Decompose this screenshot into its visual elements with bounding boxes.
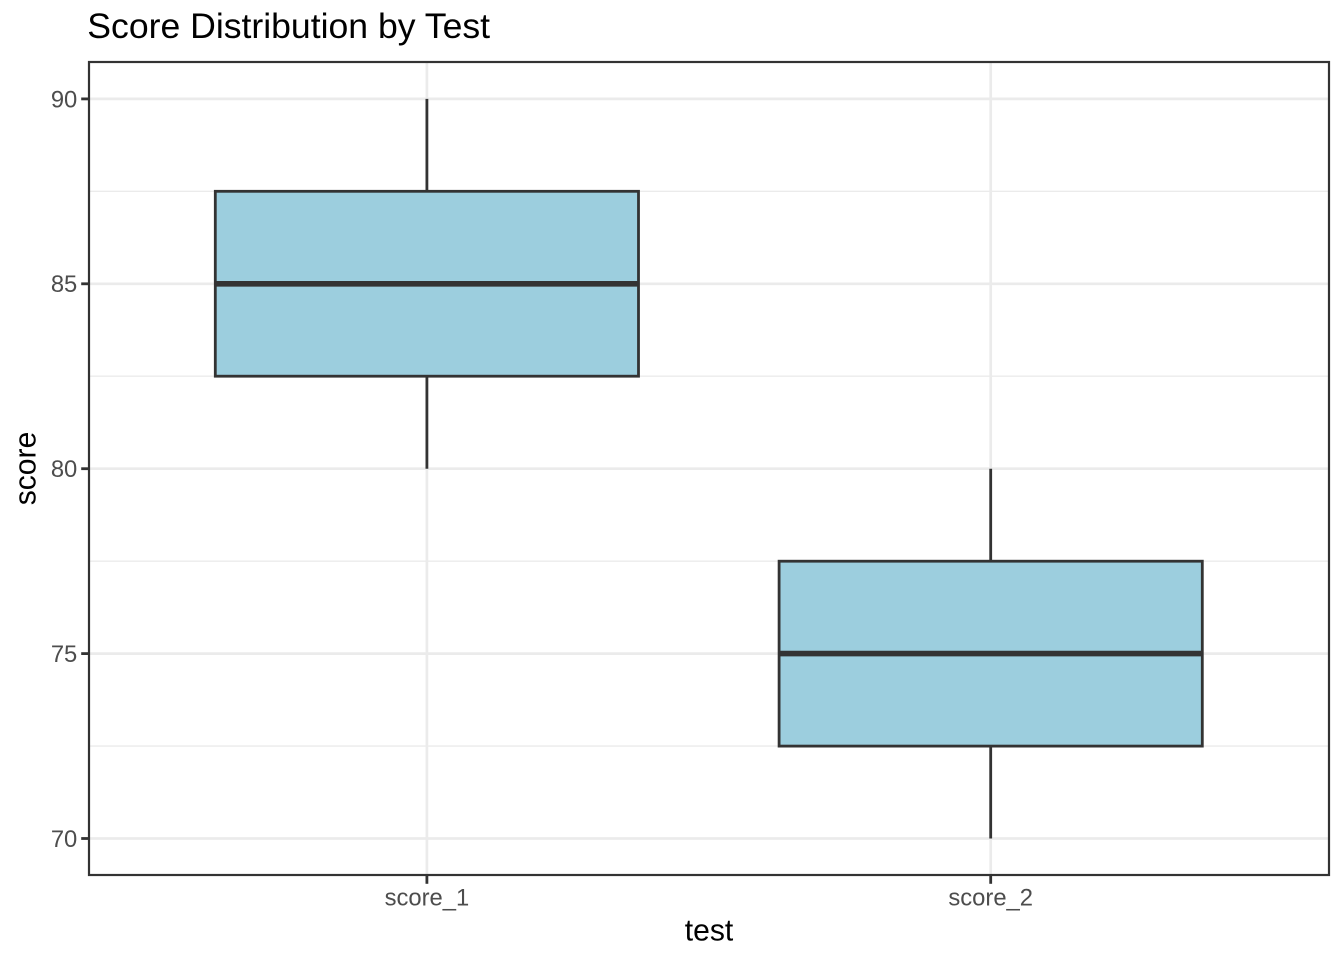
svg-text:score: score — [9, 432, 42, 506]
svg-text:score_2: score_2 — [948, 885, 1033, 912]
svg-text:70: 70 — [51, 826, 77, 853]
svg-text:test: test — [685, 915, 734, 948]
svg-text:Score Distribution by Test: Score Distribution by Test — [87, 6, 490, 46]
svg-text:75: 75 — [51, 641, 77, 668]
svg-text:90: 90 — [51, 86, 77, 113]
svg-text:85: 85 — [51, 271, 77, 298]
svg-text:80: 80 — [51, 456, 77, 483]
svg-text:score_1: score_1 — [385, 885, 470, 912]
